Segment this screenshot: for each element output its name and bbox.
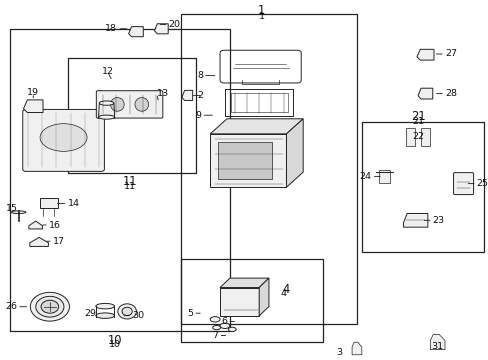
Text: 13: 13: [156, 89, 168, 98]
Polygon shape: [286, 119, 303, 187]
Bar: [40, 198, 58, 208]
Text: 8: 8: [197, 71, 203, 80]
Polygon shape: [403, 213, 427, 227]
Text: 18: 18: [105, 24, 117, 33]
Bar: [230, 93, 287, 112]
Ellipse shape: [220, 323, 229, 328]
Text: 1: 1: [258, 12, 264, 21]
Ellipse shape: [118, 304, 136, 319]
Bar: [10, 29, 229, 331]
Polygon shape: [417, 88, 432, 99]
Ellipse shape: [36, 296, 64, 317]
Ellipse shape: [98, 115, 114, 119]
Text: 21: 21: [411, 117, 423, 126]
Ellipse shape: [110, 98, 124, 111]
Polygon shape: [128, 27, 143, 37]
Text: 2: 2: [197, 91, 203, 100]
Polygon shape: [416, 49, 433, 60]
Polygon shape: [30, 238, 48, 246]
Bar: [420, 128, 429, 146]
Bar: [220, 288, 259, 316]
Ellipse shape: [228, 327, 236, 332]
Text: 28: 28: [444, 89, 456, 98]
Bar: [181, 14, 356, 324]
Text: 7: 7: [212, 331, 218, 340]
Polygon shape: [351, 342, 361, 355]
Text: 10: 10: [109, 340, 121, 349]
Bar: [224, 89, 293, 116]
Ellipse shape: [122, 307, 132, 316]
Text: 4: 4: [282, 283, 289, 296]
Text: 19: 19: [27, 88, 39, 97]
Ellipse shape: [40, 124, 87, 151]
Text: 10: 10: [107, 334, 122, 347]
FancyBboxPatch shape: [96, 91, 163, 118]
Ellipse shape: [11, 211, 26, 213]
FancyBboxPatch shape: [23, 109, 104, 171]
Bar: [217, 142, 271, 179]
Polygon shape: [429, 334, 444, 350]
Ellipse shape: [99, 101, 114, 105]
Text: 1: 1: [258, 4, 264, 17]
Ellipse shape: [135, 98, 148, 111]
Bar: [68, 58, 195, 173]
Ellipse shape: [212, 325, 220, 330]
Text: 4: 4: [280, 289, 285, 298]
Bar: [181, 259, 322, 342]
Text: 24: 24: [359, 172, 371, 181]
Bar: [361, 122, 483, 252]
Text: 11: 11: [123, 181, 135, 191]
FancyBboxPatch shape: [453, 173, 472, 194]
Polygon shape: [182, 90, 192, 100]
Bar: [406, 128, 414, 146]
Bar: [379, 170, 389, 183]
Ellipse shape: [96, 313, 114, 318]
Polygon shape: [23, 100, 43, 112]
Text: 30: 30: [132, 311, 144, 320]
Text: 11: 11: [122, 175, 137, 188]
Ellipse shape: [30, 292, 69, 321]
Text: 6: 6: [221, 317, 227, 326]
Text: 15: 15: [6, 204, 18, 212]
Ellipse shape: [210, 317, 220, 322]
Text: 3: 3: [335, 348, 342, 356]
Polygon shape: [259, 278, 268, 316]
Text: 22: 22: [411, 132, 423, 141]
Ellipse shape: [96, 303, 114, 309]
Ellipse shape: [41, 300, 59, 313]
Polygon shape: [210, 119, 303, 134]
Text: 16: 16: [49, 220, 61, 230]
Text: 14: 14: [67, 199, 80, 208]
Text: 20: 20: [168, 20, 181, 29]
Text: 23: 23: [432, 216, 444, 225]
Text: 29: 29: [84, 309, 96, 318]
Text: 25: 25: [476, 179, 488, 188]
Polygon shape: [220, 278, 268, 288]
Text: 17: 17: [53, 237, 65, 246]
Polygon shape: [210, 134, 286, 187]
Text: 5: 5: [187, 309, 193, 318]
Polygon shape: [154, 24, 168, 34]
Polygon shape: [29, 221, 42, 229]
Text: 27: 27: [444, 49, 456, 58]
Text: 26: 26: [5, 302, 17, 311]
Text: 9: 9: [195, 111, 201, 120]
Text: 12: 12: [102, 68, 113, 77]
Text: 21: 21: [410, 111, 425, 123]
Text: 31: 31: [431, 342, 443, 351]
